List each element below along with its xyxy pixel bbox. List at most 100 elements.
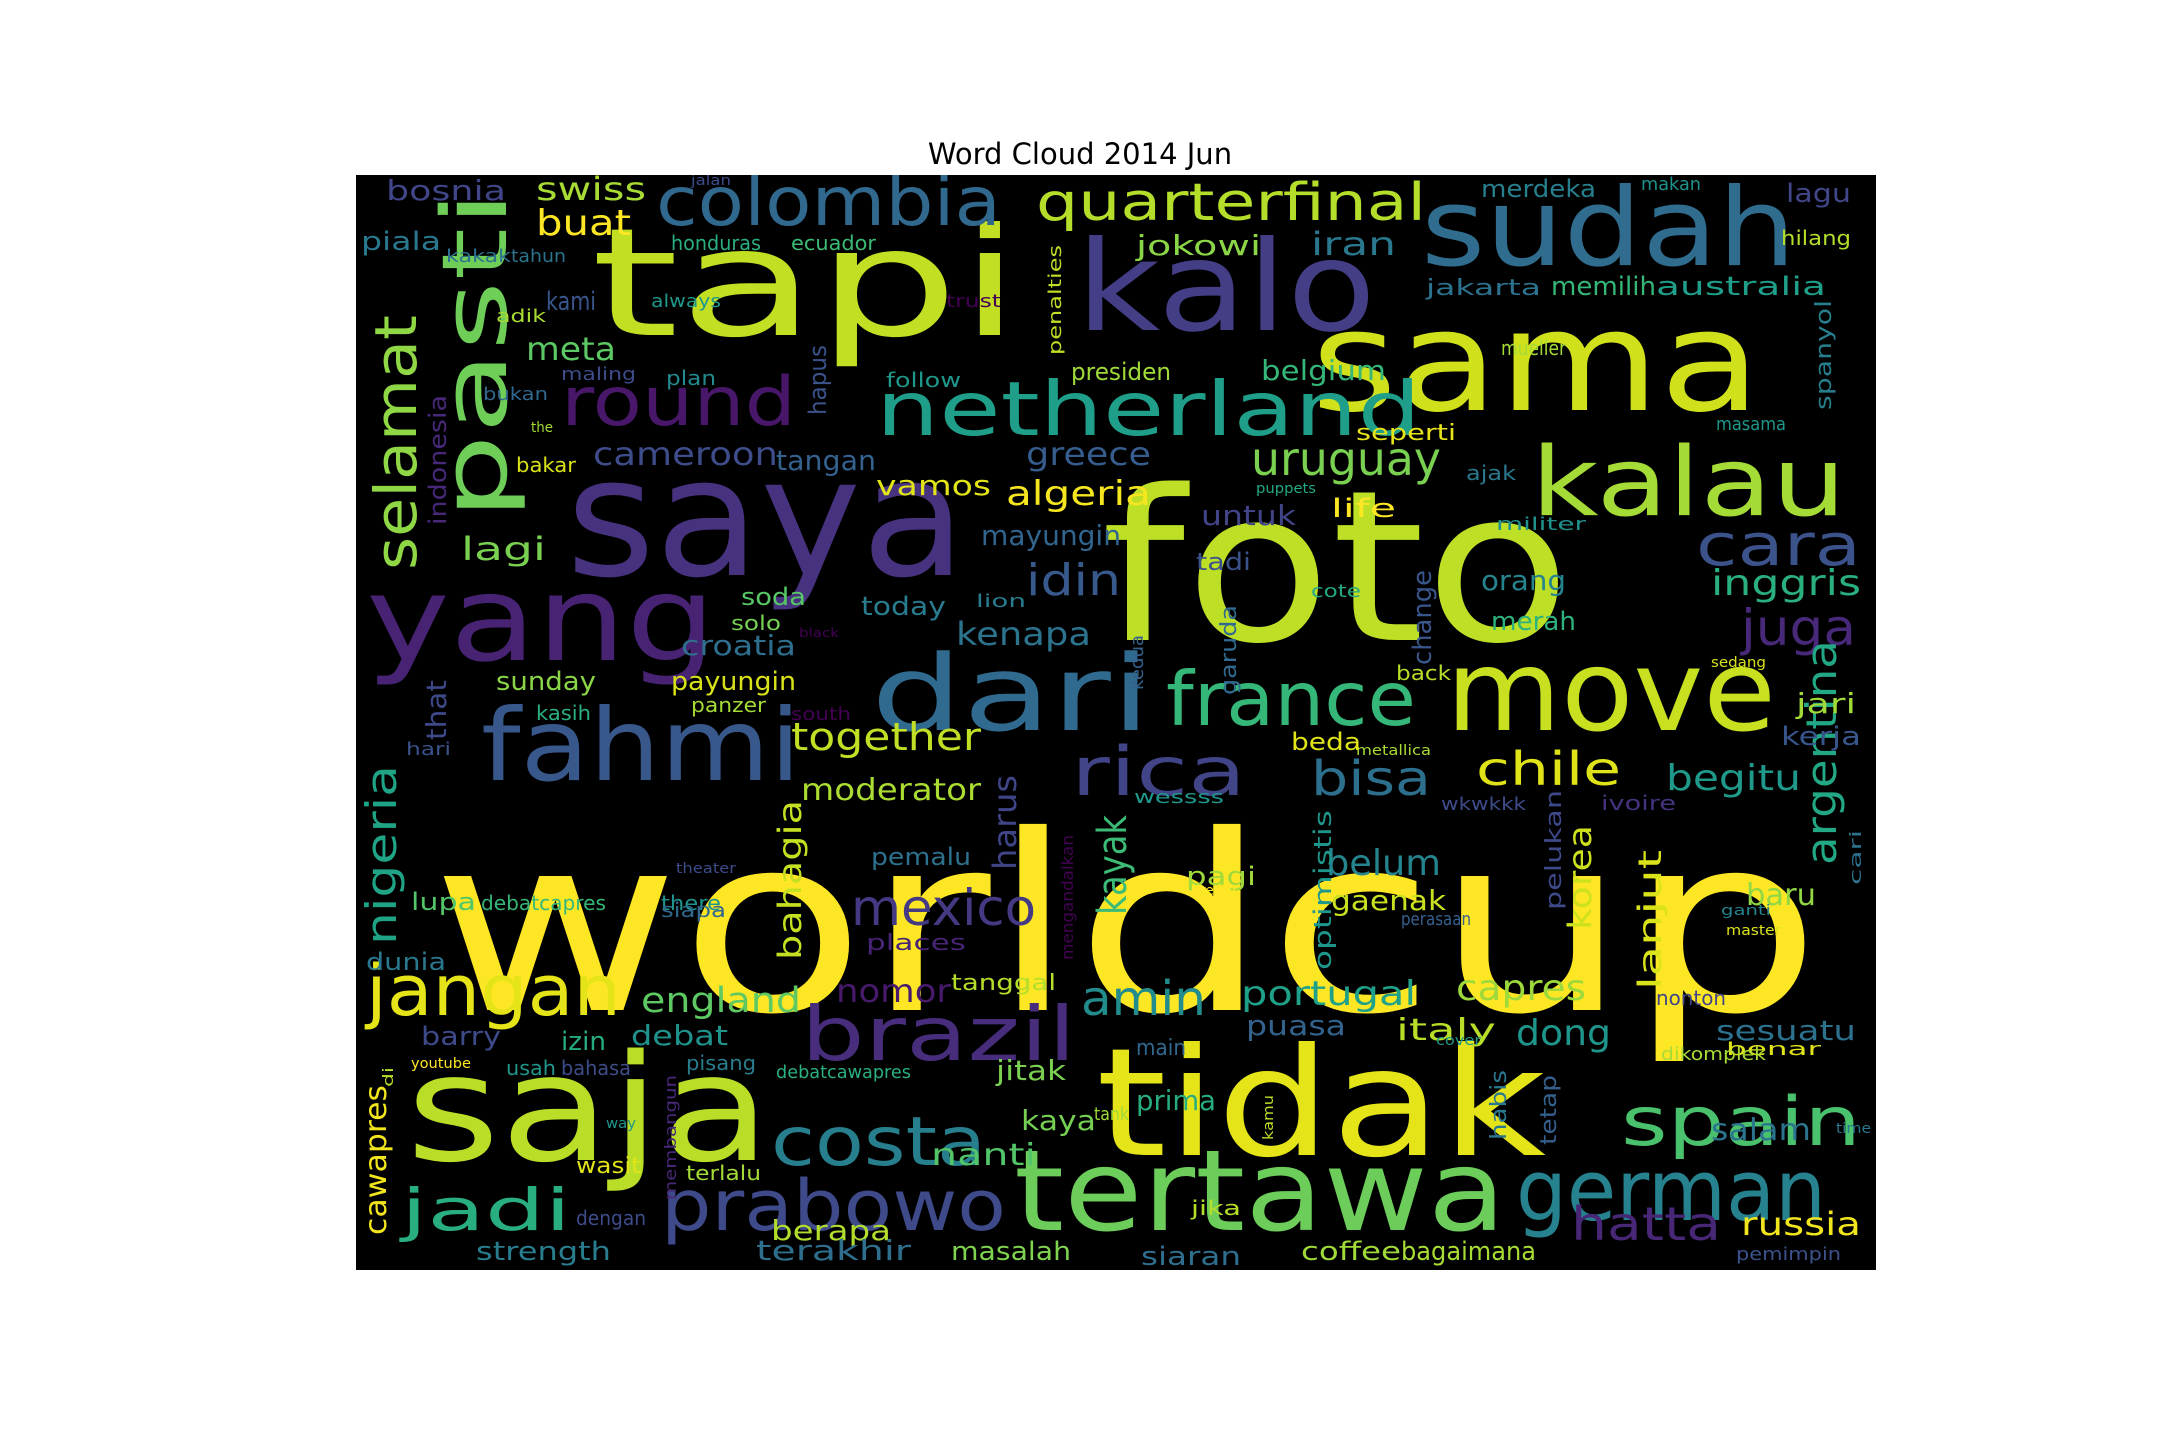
word-spanyol: spanyol xyxy=(1812,300,1837,410)
word-hilang: hilang xyxy=(1781,226,1851,250)
word-puppets: puppets xyxy=(1256,481,1316,497)
word-bahagia: bahagia xyxy=(771,800,809,960)
word-yang: yang xyxy=(366,550,716,688)
word-round: round xyxy=(561,363,796,442)
word-ajak: ajak xyxy=(1466,461,1516,485)
word-there: there xyxy=(661,891,721,915)
word-kedua: kedua xyxy=(1127,635,1148,690)
word-idin: idin xyxy=(1026,555,1121,606)
word-militer: militer xyxy=(1496,514,1587,535)
word-adik: adik xyxy=(496,306,547,327)
word-soda: soda xyxy=(741,583,806,611)
word-russia: russia xyxy=(1741,1205,1861,1243)
word-bisa: bisa xyxy=(1311,751,1431,807)
word-bukan: bukan xyxy=(483,384,548,405)
word-selamat: selamat xyxy=(362,315,430,570)
word-lagu: lagu xyxy=(1786,179,1851,209)
word-life: life xyxy=(1331,494,1396,524)
word-cawapres: cawapres xyxy=(359,1085,394,1235)
word-jika: jika xyxy=(1190,1196,1241,1220)
word-prabowo: prabowo xyxy=(661,1165,1006,1247)
word-way: way xyxy=(606,1116,636,1132)
word-panzer: panzer xyxy=(691,693,767,717)
word-terlalu: terlalu xyxy=(686,1161,761,1185)
word-ivoire: ivoire xyxy=(1601,791,1676,815)
word-dong: dong xyxy=(1516,1013,1611,1054)
word-strength: strength xyxy=(476,1237,611,1267)
word-spain: spain xyxy=(1621,1083,1861,1162)
word-worldcup: worldcup xyxy=(431,783,1821,1068)
word-iran: iran xyxy=(1311,225,1396,263)
word-debat: debat xyxy=(631,1019,728,1052)
word-sedang: sedang xyxy=(1711,655,1766,671)
word-nanti: nanti xyxy=(931,1138,1036,1173)
word-kamu: kamu xyxy=(1261,1095,1277,1140)
word-costa: costa xyxy=(771,1103,986,1182)
word-bagaimana: bagaimana xyxy=(1401,1237,1536,1267)
word-foto: foto xyxy=(1101,445,1571,690)
word-croatia: croatia xyxy=(681,629,796,662)
word-main: main xyxy=(1136,1036,1186,1061)
word-australia: australia xyxy=(1656,272,1826,302)
word-swiss: swiss xyxy=(536,175,646,208)
word-cloud: worldcup foto saya tapi sama tidak saja … xyxy=(356,175,1876,1270)
word-beda: beda xyxy=(1291,728,1361,756)
word-mueller: mueller xyxy=(1501,336,1567,360)
word-tahun: tahun xyxy=(511,246,566,267)
word-kenapa: kenapa xyxy=(956,615,1091,653)
word-vamos: vamos xyxy=(876,469,991,502)
word-always: always xyxy=(651,291,721,312)
word-time: time xyxy=(1836,1121,1871,1137)
word-kaya: kaya xyxy=(1021,1104,1096,1137)
word-argentina: argentina xyxy=(1797,640,1846,865)
word-portugal: portugal xyxy=(1241,974,1416,1014)
word-ganti: ganti xyxy=(1721,903,1771,919)
word-meta: meta xyxy=(526,330,616,368)
word-piala: piala xyxy=(361,227,441,257)
word-debatcapres: debatcapres xyxy=(481,891,606,915)
word-benar: benar xyxy=(1726,1039,1822,1060)
word-chile: chile xyxy=(1476,742,1621,796)
word-france: france xyxy=(1166,655,1416,743)
word-harus: harus xyxy=(986,775,1024,870)
word-buat: buat xyxy=(536,203,631,244)
word-masama: masama xyxy=(1716,414,1786,435)
word-today: today xyxy=(861,592,946,622)
word-pagi: pagi xyxy=(1186,862,1256,892)
word-dikomplek: dikomplek xyxy=(1661,1044,1767,1065)
word-makan: makan xyxy=(1641,175,1701,195)
word-pasti: pasti xyxy=(423,190,528,520)
word-change: change xyxy=(1408,570,1438,665)
word-metallica: metallica xyxy=(1356,743,1431,759)
word-ecuador: ecuador xyxy=(791,231,877,255)
word-tertawa: tertawa xyxy=(1014,1127,1506,1257)
word-cari: cari xyxy=(1846,830,1865,885)
word-inggris: inggris xyxy=(1711,563,1861,604)
word-honduras: honduras xyxy=(671,231,761,255)
word-trust: trust xyxy=(946,291,1001,312)
word-mayungin: mayungin xyxy=(981,519,1121,552)
word-tangan: tangan xyxy=(776,444,876,477)
word-nomor: nomor xyxy=(836,972,952,1010)
word-optimistis: optimistis xyxy=(1309,810,1337,970)
word-nigeria: nigeria xyxy=(357,765,406,945)
word-kalo: kalo xyxy=(1076,215,1376,360)
word-master: master xyxy=(1726,923,1781,939)
word-puasa: puasa xyxy=(1246,1009,1346,1042)
word-garuda: garuda xyxy=(1217,605,1242,695)
word-england: england xyxy=(641,981,801,1021)
word-untuk: untuk xyxy=(1201,499,1297,532)
word-tank: tank xyxy=(1094,1104,1130,1125)
word-hapus: hapus xyxy=(804,345,832,415)
word-rica: rica xyxy=(1071,733,1246,812)
word-cara: cara xyxy=(1696,511,1861,579)
word-greece: greece xyxy=(1026,435,1151,473)
word-merah: merah xyxy=(1491,607,1576,637)
word-masalah: masalah xyxy=(951,1237,1071,1267)
word-youtube: youtube xyxy=(411,1056,471,1072)
word-jalan: jalan xyxy=(690,175,731,189)
word-saja: saja xyxy=(406,1023,771,1195)
word-jangan: jangan xyxy=(364,950,621,1032)
word-merdeka: merdeka xyxy=(1481,175,1596,203)
word-sudah: sudah xyxy=(1421,175,1796,291)
